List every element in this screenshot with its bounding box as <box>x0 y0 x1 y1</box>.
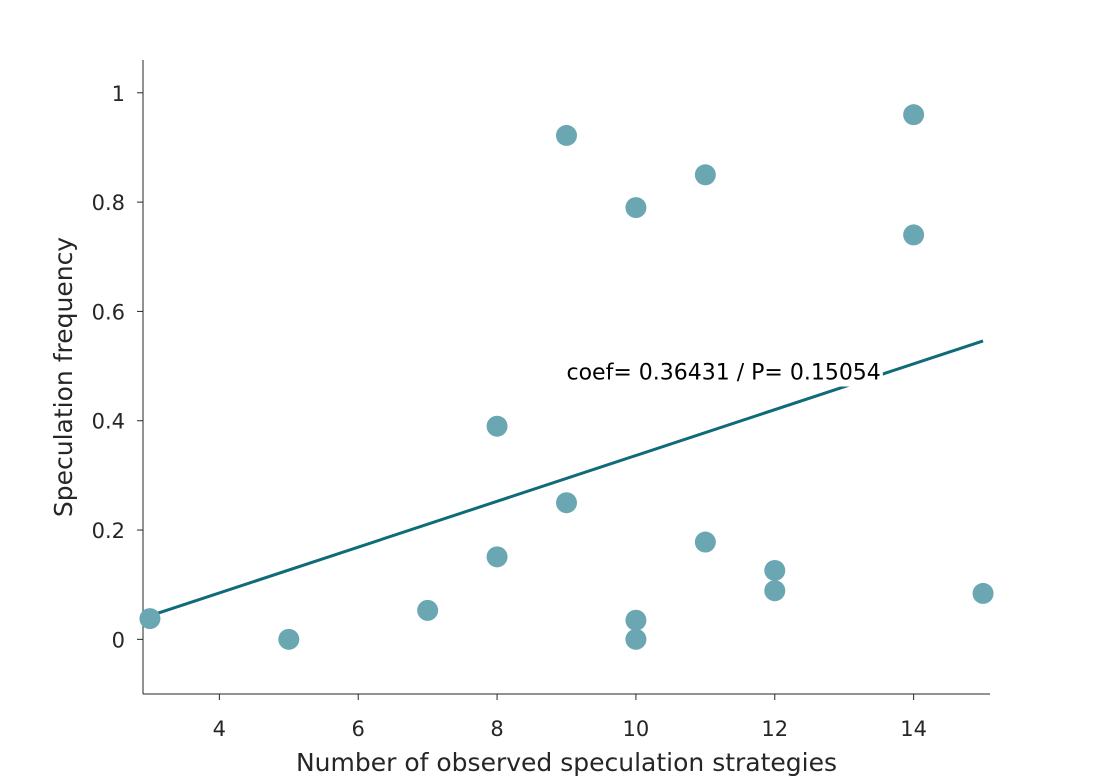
data-point <box>278 628 300 650</box>
data-point <box>903 104 925 126</box>
axes: 4 6 8 10 12 14 0 0.2 0.4 0.6 0.8 1 <box>92 60 990 741</box>
annotation-background <box>564 359 883 387</box>
data-point <box>625 609 647 631</box>
data-point <box>903 224 925 246</box>
data-point <box>694 531 716 553</box>
data-point <box>417 599 439 621</box>
y-tick-label: 0.2 <box>92 519 125 543</box>
data-point <box>486 546 508 568</box>
data-point <box>764 559 786 581</box>
data-point <box>625 197 647 219</box>
data-point <box>764 580 786 602</box>
x-tick-label: 14 <box>900 717 927 741</box>
regression-line <box>149 339 984 618</box>
x-tick-label: 4 <box>213 717 226 741</box>
regression-annotation: coef= 0.36431 / P= 0.15054 <box>567 361 881 386</box>
x-axis-label: Number of observed speculation strategie… <box>296 748 837 777</box>
data-point <box>556 492 577 514</box>
y-tick-label: 0.8 <box>92 191 125 215</box>
x-tick-label: 10 <box>623 717 650 741</box>
y-axis-label: Speculation frequency <box>49 237 78 517</box>
x-tick-label: 6 <box>352 717 365 741</box>
x-tick-label: 12 <box>761 717 788 741</box>
data-point <box>486 415 508 437</box>
y-tick-label: 0 <box>112 628 125 652</box>
y-tick-label: 0.4 <box>92 410 125 434</box>
data-points <box>139 104 994 650</box>
data-point <box>556 124 577 146</box>
y-tick-label: 1 <box>112 82 125 106</box>
data-point <box>139 608 161 630</box>
regression-line-group <box>149 339 984 618</box>
x-tick-label: 8 <box>490 717 503 741</box>
y-tick-label: 0.6 <box>92 300 125 324</box>
data-point <box>625 628 647 650</box>
data-point <box>694 164 716 186</box>
data-point <box>972 582 994 604</box>
